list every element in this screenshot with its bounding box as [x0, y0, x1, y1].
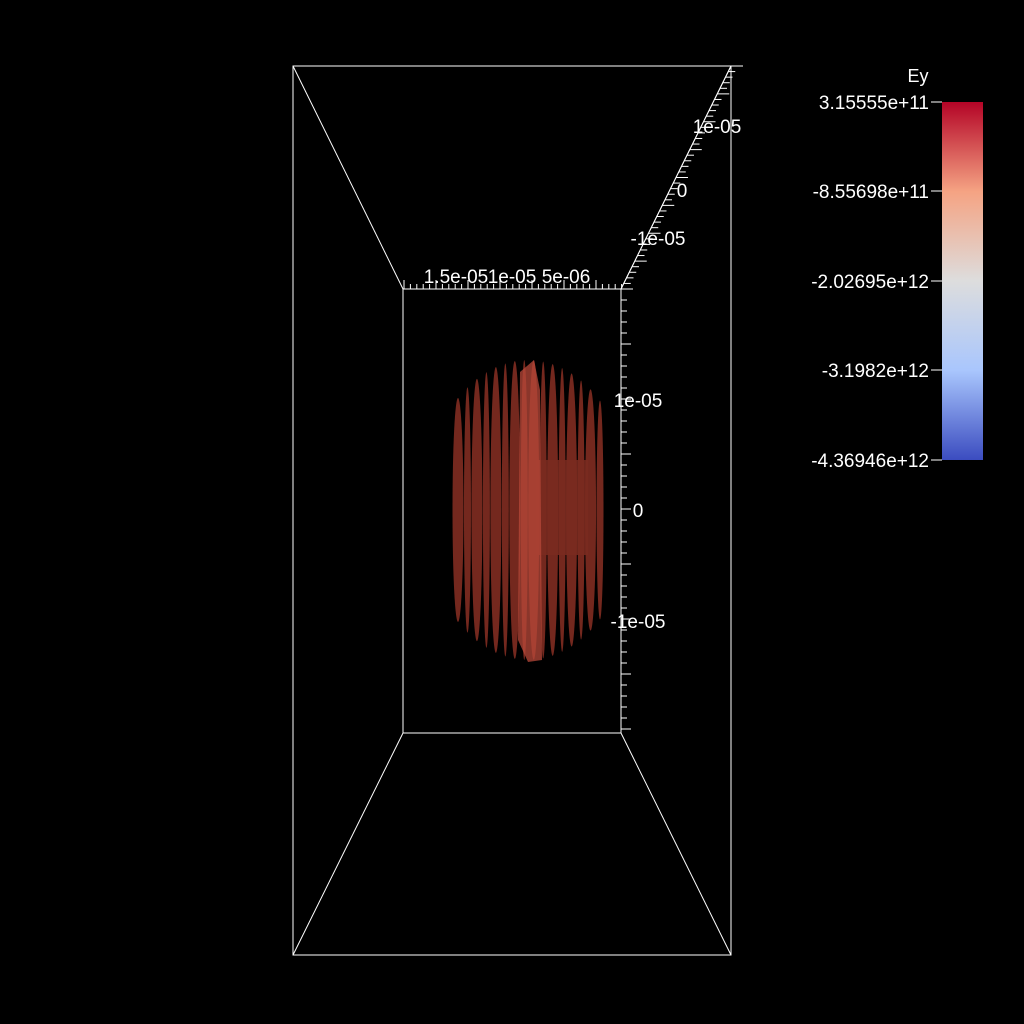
isosurface-slice	[471, 378, 483, 642]
isosurface-slice	[509, 361, 521, 659]
colorbar-label: -8.55698e+11	[813, 182, 929, 203]
y-tick-label: 1e-05	[614, 391, 663, 412]
y-tick-label: -1e-05	[611, 612, 666, 633]
isosurface-slice	[585, 389, 597, 631]
isosurface-slice	[501, 363, 509, 657]
bbox-front-face	[292, 65, 732, 956]
z-tick-label: 1e-05	[693, 117, 742, 138]
colorbar-label: -3.1982e+12	[822, 361, 929, 382]
isosurface-slice	[482, 372, 490, 648]
isosurface-slice	[463, 387, 471, 633]
isosurface-slice	[490, 367, 502, 653]
bounding-box	[292, 65, 732, 956]
bbox-edge	[620, 732, 732, 956]
isosurface-slice	[596, 400, 604, 620]
z-tick-label: 0	[677, 181, 688, 202]
bbox-back-face	[402, 288, 622, 734]
colorbar-gradient	[942, 102, 983, 460]
isosurface-core	[536, 460, 588, 555]
x-tick-label: 1e-05	[488, 267, 537, 288]
x-tick-label: 1.5e-05	[424, 267, 488, 288]
x-tick-label: 5e-06	[542, 267, 591, 288]
axis-tick-labels: 1.5e-05 1e-05 5e-06 1e-05 0 -1e-05 1e-05…	[424, 117, 742, 633]
colorbar-title: Ey	[907, 66, 928, 86]
colorbar-label: 3.15555e+11	[819, 93, 929, 114]
bbox-edge	[292, 732, 404, 956]
isosurface	[452, 360, 604, 662]
bbox-edge	[292, 65, 404, 290]
y-tick-label: 0	[633, 501, 644, 522]
z-tick-label: -1e-05	[631, 229, 686, 250]
color-legend: Ey 3.15555e+11 -8.55698e+11 -2.02695e+12…	[811, 66, 983, 472]
axis-ticks	[403, 65, 743, 730]
colorbar-label: -2.02695e+12	[811, 272, 929, 293]
isosurface-slice	[452, 398, 464, 622]
isosurface-highlight	[518, 360, 542, 662]
colorbar-label: -4.36946e+12	[811, 451, 929, 472]
